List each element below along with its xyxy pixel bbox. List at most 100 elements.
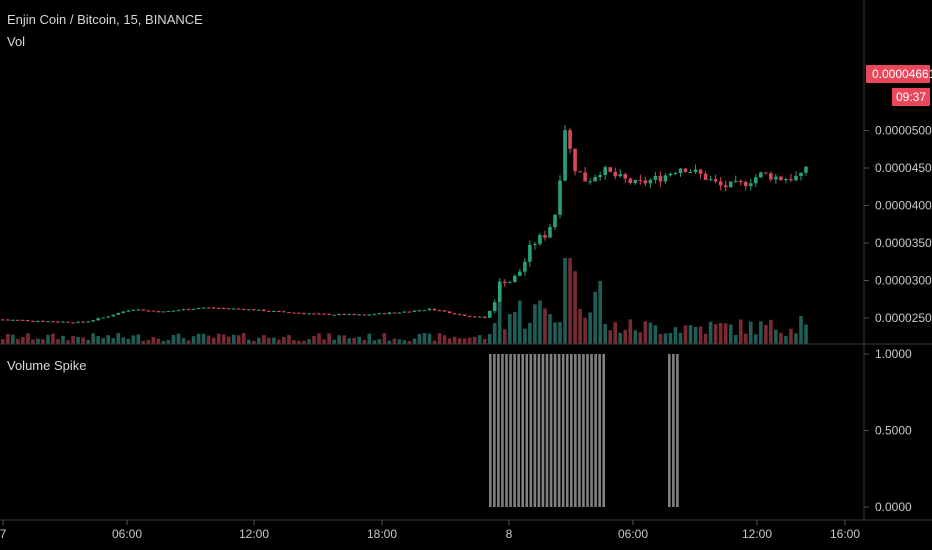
volume-bar [272, 337, 276, 344]
volume-spike-bar [537, 354, 541, 507]
volume-bar [322, 339, 326, 344]
time-axis[interactable]: 7 06:00 12:00 18:00 8 06:00 12:00 16:00 [0, 520, 860, 541]
candle-body [226, 308, 231, 310]
volume-bar [161, 340, 166, 344]
volume-bar [21, 337, 25, 344]
volume-bar [799, 316, 803, 344]
volume-bar [477, 335, 482, 344]
candle-body [769, 173, 773, 180]
volume-bar [402, 340, 407, 344]
candle-body [11, 319, 15, 321]
volume-bar [462, 338, 467, 344]
volume-bar [743, 333, 748, 344]
candle-body [246, 309, 251, 311]
volume-bar [628, 319, 633, 344]
volume-bar [497, 302, 502, 344]
chart-title[interactable]: Enjin Coin / Bitcoin, 15, BINANCE [7, 12, 203, 27]
volume-bar [131, 335, 136, 344]
volume-bar [241, 333, 246, 344]
volume-bar [487, 334, 492, 344]
volume-spike-bar [582, 354, 585, 507]
countdown-label: 09:37 [896, 90, 926, 104]
candle-body [703, 173, 708, 180]
volume-bar [573, 271, 577, 344]
candle-body [96, 318, 100, 321]
volume-bar [718, 323, 723, 344]
indicator-axis[interactable]: 0.0000 0.5000 1.0000 [864, 347, 912, 514]
candle-body [287, 312, 291, 314]
candle-body [322, 313, 326, 315]
volume-bar [287, 335, 291, 344]
candle-body [618, 174, 623, 177]
candle-body [658, 175, 663, 182]
candle-body [738, 180, 743, 183]
candle-body [417, 310, 422, 312]
volume-spike-bar [545, 354, 549, 507]
candle-body [533, 243, 537, 245]
volume-bar [146, 339, 151, 344]
volume-bar [76, 337, 80, 344]
volume-legend[interactable]: Vol [7, 34, 25, 49]
candle-body [121, 311, 126, 313]
candle-body [497, 281, 502, 303]
candle-body [578, 171, 582, 173]
candle-body [708, 179, 713, 181]
candle-body [452, 313, 457, 315]
candle-body [427, 308, 432, 311]
candle-body [472, 316, 477, 318]
volume-bar [317, 333, 321, 344]
volume-bar [156, 338, 161, 344]
volume-bar [196, 333, 201, 344]
volume-bar [312, 335, 316, 344]
volume-spike-bar [517, 354, 520, 507]
volume-bar [51, 333, 55, 344]
candle-body [342, 314, 346, 316]
candle-body [46, 321, 50, 323]
candle-body [181, 309, 186, 311]
indicator-title[interactable]: Volume Spike [7, 358, 87, 373]
candle-body [297, 312, 301, 314]
volume-bar [412, 338, 417, 344]
volume-bar [66, 340, 70, 344]
volume-bar [337, 335, 341, 344]
volume-bar [201, 333, 206, 344]
volume-bar [583, 317, 587, 344]
candle-body [789, 179, 793, 181]
time-tick-label: 8 [506, 527, 513, 541]
candle-body [779, 176, 783, 181]
volume-bar [26, 333, 30, 344]
volume-spike-bar [561, 354, 565, 507]
candle-body [482, 316, 487, 318]
volume-bar [457, 338, 462, 344]
candle-body [362, 314, 367, 316]
volume-bar [71, 335, 75, 344]
candle-body [116, 312, 121, 315]
time-tick-label: 7 [0, 527, 7, 541]
volume-bar [327, 333, 331, 344]
candle-body [267, 311, 271, 313]
candle-body [653, 175, 658, 180]
volume-bar [533, 304, 537, 344]
volume-bar [362, 339, 367, 344]
candlesticks[interactable] [1, 125, 808, 324]
candle-body [748, 183, 753, 187]
candle-body [723, 185, 728, 188]
candle-body [1, 319, 5, 321]
indicator-tick-label: 0.0000 [875, 500, 912, 514]
volume-bar [216, 333, 221, 344]
candle-body [166, 311, 171, 313]
volume-bar [186, 340, 191, 344]
volume-bar [754, 334, 758, 344]
volume-bar [437, 333, 442, 344]
volume-bar [663, 333, 668, 344]
volume-bar [347, 338, 351, 344]
candle-body [236, 308, 241, 310]
volume-bar [297, 340, 301, 344]
candle-body [733, 180, 738, 182]
volume-bar [568, 258, 572, 344]
volume-bar [292, 340, 296, 344]
volume-bar [467, 337, 472, 344]
